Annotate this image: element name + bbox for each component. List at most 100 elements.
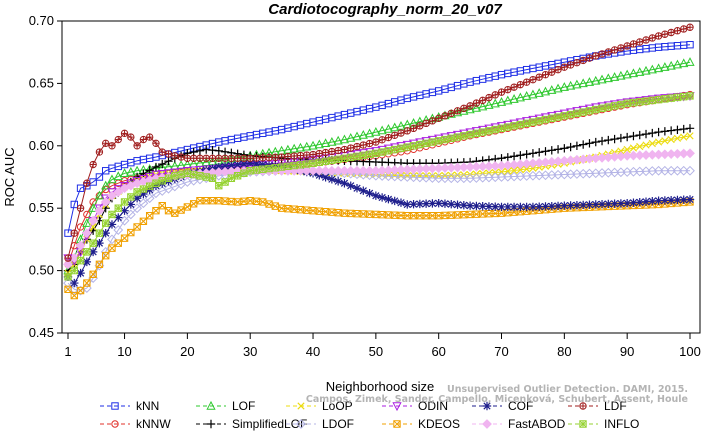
series-point-ldf — [428, 117, 437, 125]
series-point-lof — [653, 63, 664, 73]
legend-marker — [111, 402, 119, 410]
series-point-inflo — [592, 105, 600, 114]
series-point-simplifiedlof — [553, 145, 563, 154]
series-point-simplifiedlof — [202, 145, 211, 154]
series-point-ldf — [541, 71, 550, 79]
series-point-ldf — [573, 59, 581, 67]
series-point-inflo — [315, 158, 324, 166]
legend-item-ldof: LDOF — [286, 417, 354, 431]
series-point-ldf — [478, 96, 487, 104]
series-point-ldof — [389, 171, 400, 182]
series-point-lof — [503, 95, 513, 105]
series-point-inflo — [642, 97, 650, 105]
series-point-lof — [390, 122, 400, 132]
series-point-ldf — [592, 52, 600, 60]
legend-item-cof: COF — [472, 399, 533, 413]
series-point-simplifiedlof — [660, 127, 670, 136]
series-point-cof — [227, 161, 236, 170]
series-point-ldf — [535, 73, 543, 81]
series-point-inflo — [604, 103, 613, 111]
series-point-inflo — [548, 114, 556, 123]
series-point-inflo — [164, 174, 173, 182]
series-point-lof — [201, 157, 211, 166]
series-point-ldf — [189, 154, 198, 162]
series-point-cof — [390, 196, 399, 206]
series-point-inflo — [227, 174, 236, 182]
series-point-cof — [572, 201, 582, 210]
series-point-simplifiedlof — [666, 126, 676, 135]
series-point-inflo — [460, 132, 468, 140]
series-point-lof — [496, 97, 507, 106]
series-point-cof — [547, 202, 556, 211]
series-point-ldf — [466, 102, 474, 110]
series-point-odin — [157, 170, 167, 179]
series-point-lof — [635, 67, 645, 76]
series-point-ldof — [427, 173, 438, 183]
series-point-kdeos — [189, 200, 198, 208]
series-point-ldof — [107, 234, 117, 245]
series-point-inflo — [340, 154, 349, 162]
series-point-inflo — [478, 128, 487, 136]
series-point-lof — [339, 134, 350, 144]
series-point-simplifiedlof — [158, 159, 167, 169]
series-point-ldf — [89, 160, 97, 169]
series-ldf — [64, 23, 694, 262]
series-point-ldf — [359, 141, 367, 149]
series-point-loop — [629, 144, 638, 152]
series-point-simplifiedlof — [560, 144, 569, 153]
series-point-ldf — [202, 154, 210, 162]
series-point-cof — [597, 200, 607, 209]
series-point-kdeos — [70, 291, 78, 300]
series-point-cof — [610, 199, 619, 208]
series-point-lof — [364, 128, 375, 138]
series-point-inflo — [83, 248, 91, 256]
series-point-inflo — [152, 179, 160, 187]
series-point-ldof — [396, 171, 406, 182]
series-point-inflo — [240, 169, 248, 177]
series-point-cof — [566, 201, 575, 210]
series-point-inflo — [359, 151, 367, 159]
series-point-ldf — [152, 139, 160, 147]
series-point-ldf — [76, 204, 85, 212]
series-point-ldf — [441, 112, 449, 120]
series-point-ldf — [296, 151, 305, 160]
series-point-simplifiedlof — [522, 150, 531, 159]
series-point-ldf — [183, 154, 192, 162]
series-point-lof — [308, 140, 318, 150]
series-point-inflo — [384, 147, 393, 155]
series-point-ldf — [529, 76, 537, 84]
series-point-inflo — [328, 156, 336, 164]
series-point-lof — [547, 85, 557, 94]
series-point-kdeos — [240, 197, 248, 206]
series-point-inflo — [284, 162, 292, 170]
x-tick-label: 80 — [557, 344, 571, 359]
series-point-kdeos — [177, 206, 185, 214]
series-point-simplifiedlof — [654, 127, 663, 137]
series-point-ldf — [177, 153, 185, 161]
series-point-lof — [591, 75, 601, 85]
series-point-inflo — [133, 188, 141, 196]
series-point-ldf — [64, 254, 72, 262]
series-point-kdeos — [171, 209, 179, 217]
series-layer — [63, 23, 695, 300]
series-point-ldf — [485, 94, 493, 102]
series-point-inflo — [321, 157, 330, 165]
series-point-ldf — [365, 139, 374, 148]
series-point-loop — [686, 132, 694, 140]
series-point-inflo — [277, 163, 286, 171]
series-point-odin — [151, 170, 161, 180]
series-point-ldf — [554, 66, 562, 74]
series-point-fastabod — [107, 190, 117, 201]
legend-marker — [482, 401, 492, 411]
series-point-lof — [666, 60, 676, 70]
series-point-odin — [101, 194, 111, 204]
series-point-ldf — [127, 133, 135, 141]
series-point-cof — [648, 197, 657, 206]
series-point-simplifiedlof — [679, 124, 688, 134]
series-point-cof — [497, 202, 506, 212]
legend-marker — [296, 419, 306, 429]
series-point-simplifiedlof — [572, 141, 582, 150]
series-point-kdeos — [164, 206, 173, 215]
y-tick-label: 0.65 — [29, 75, 54, 90]
